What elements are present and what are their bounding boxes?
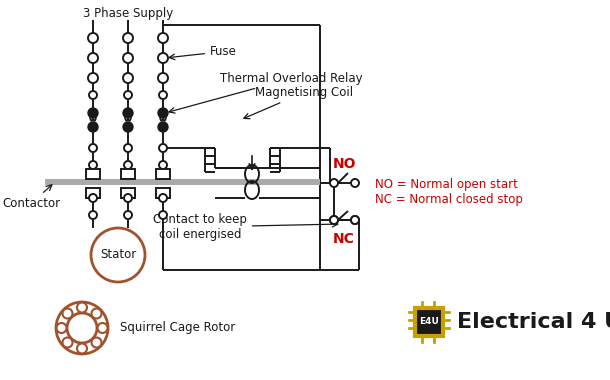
Circle shape: [89, 194, 97, 202]
Circle shape: [159, 161, 167, 169]
Text: Contactor: Contactor: [2, 185, 60, 210]
FancyBboxPatch shape: [415, 308, 443, 336]
Circle shape: [159, 211, 167, 219]
Circle shape: [330, 216, 338, 224]
Circle shape: [123, 122, 133, 132]
Text: Squirrel Cage Rotor: Squirrel Cage Rotor: [120, 321, 235, 334]
Circle shape: [62, 309, 73, 318]
Bar: [86, 169, 100, 179]
Circle shape: [88, 53, 98, 63]
Text: Electrical 4 U: Electrical 4 U: [457, 312, 610, 332]
Bar: [245, 179, 280, 185]
Bar: [86, 188, 100, 198]
Circle shape: [89, 211, 97, 219]
Text: Contact to keep
coil energised: Contact to keep coil energised: [153, 213, 338, 241]
Circle shape: [124, 211, 132, 219]
Circle shape: [158, 73, 168, 83]
Circle shape: [159, 144, 167, 152]
Circle shape: [89, 161, 97, 169]
Bar: [156, 169, 170, 179]
Bar: [156, 188, 170, 198]
Circle shape: [351, 216, 359, 224]
Bar: [121, 169, 135, 179]
Circle shape: [62, 337, 73, 347]
Circle shape: [92, 337, 101, 347]
Circle shape: [89, 144, 97, 152]
Text: NC = Normal closed stop: NC = Normal closed stop: [375, 193, 523, 206]
Circle shape: [159, 194, 167, 202]
Text: Magnetising Coil: Magnetising Coil: [244, 86, 353, 119]
Circle shape: [158, 108, 168, 118]
Circle shape: [159, 91, 167, 99]
Circle shape: [88, 108, 98, 118]
Circle shape: [57, 323, 66, 333]
Circle shape: [77, 302, 87, 312]
Text: NC: NC: [333, 232, 355, 246]
Text: 3 Phase Supply: 3 Phase Supply: [83, 8, 173, 21]
Text: NO: NO: [332, 157, 356, 171]
Circle shape: [77, 344, 87, 353]
Bar: [45, 179, 275, 185]
Circle shape: [124, 194, 132, 202]
Circle shape: [124, 144, 132, 152]
Circle shape: [158, 53, 168, 63]
Circle shape: [98, 323, 107, 333]
Circle shape: [123, 108, 133, 118]
Circle shape: [124, 91, 132, 99]
Text: Fuse: Fuse: [169, 45, 237, 60]
Circle shape: [92, 309, 101, 318]
Bar: [259, 179, 320, 185]
Circle shape: [88, 73, 98, 83]
Circle shape: [88, 122, 98, 132]
Circle shape: [67, 313, 97, 343]
Circle shape: [89, 91, 97, 99]
Circle shape: [158, 33, 168, 43]
Circle shape: [123, 53, 133, 63]
Circle shape: [123, 73, 133, 83]
Bar: [121, 188, 135, 198]
Circle shape: [158, 122, 168, 132]
Circle shape: [330, 216, 338, 224]
Circle shape: [88, 33, 98, 43]
Circle shape: [56, 302, 108, 354]
Circle shape: [123, 33, 133, 43]
Text: NO = Normal open start: NO = Normal open start: [375, 178, 518, 191]
Circle shape: [124, 161, 132, 169]
Text: Stator: Stator: [100, 249, 136, 261]
Text: Thermal Overload Relay: Thermal Overload Relay: [169, 72, 362, 113]
Circle shape: [330, 179, 338, 187]
Text: E4U: E4U: [419, 318, 439, 326]
Circle shape: [91, 228, 145, 282]
Circle shape: [351, 179, 359, 187]
Circle shape: [351, 216, 359, 224]
